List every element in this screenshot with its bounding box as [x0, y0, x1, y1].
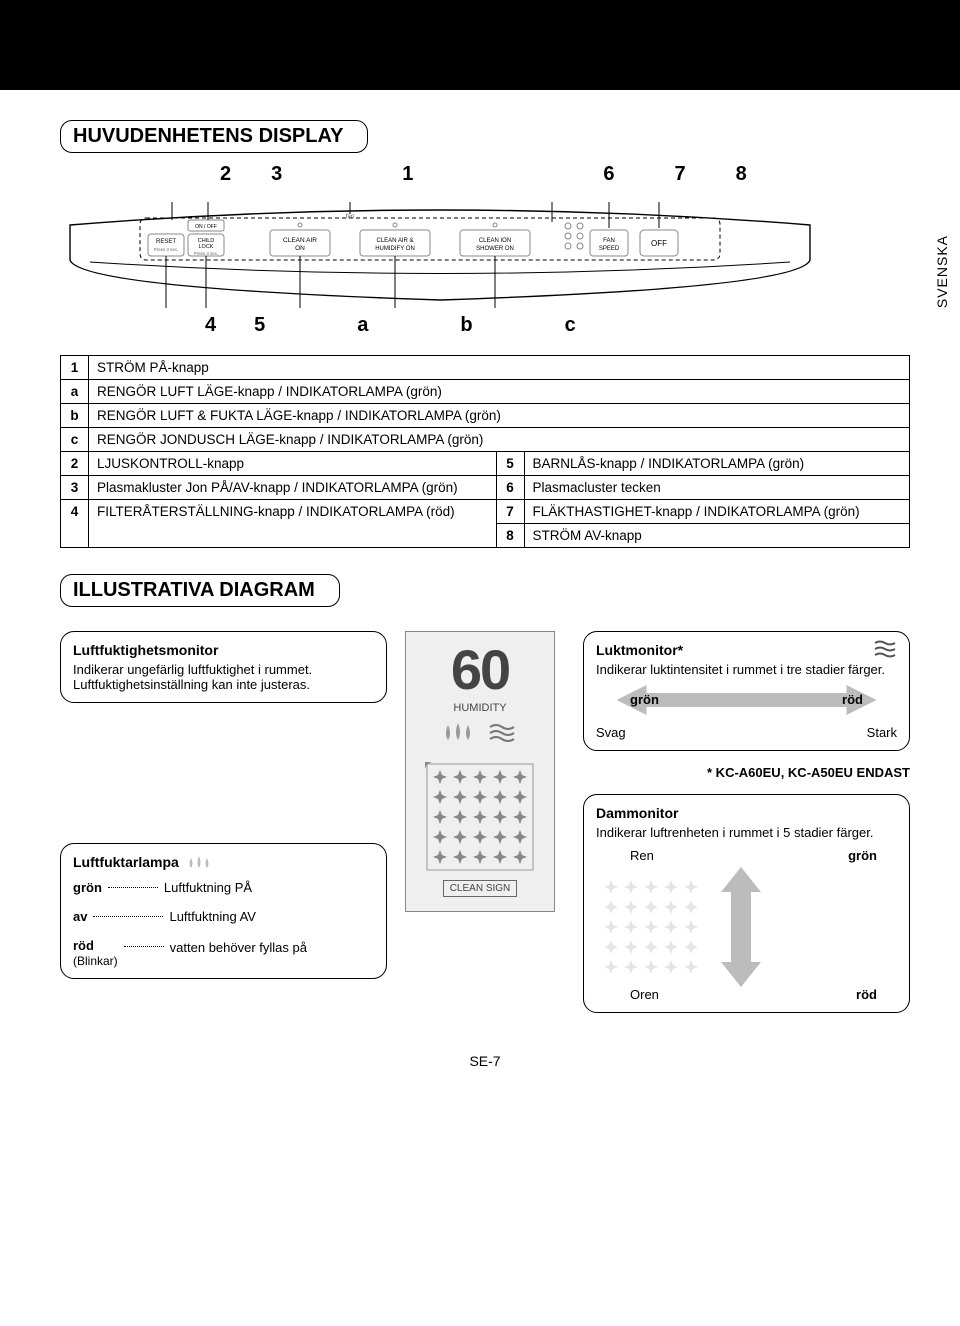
svg-text:CLEAN AIR: CLEAN AIR: [283, 237, 317, 244]
callout-3: 3: [271, 163, 282, 186]
humidity-value: 60: [451, 642, 509, 698]
language-sidebar: SVENSKA: [934, 235, 950, 308]
odor-left: grön: [630, 692, 659, 707]
section-title-display: HUVUDENHETENS DISPLAY: [60, 120, 368, 153]
clean-sign-grid: [425, 762, 535, 872]
svg-text:OFF: OFF: [651, 239, 667, 248]
dust-title: Dammonitor: [596, 805, 897, 821]
svg-text:Press 3 sec.: Press 3 sec.: [154, 247, 179, 252]
row-3: Plasmakluster Jon PÅ/AV-knapp / INDIKATO…: [89, 476, 497, 500]
humidity-label: HUMIDITY: [414, 702, 546, 714]
clean-sign-label: CLEAN SIGN: [443, 880, 518, 897]
callout-c: c: [511, 314, 576, 337]
svg-text:CLEAN ION: CLEAN ION: [479, 238, 511, 244]
wave-icon: [488, 723, 518, 743]
dust-vertical-arrow-icon: [716, 867, 766, 987]
row-b: RENGÖR LUFT & FUKTA LÄGE-knapp / INDIKAT…: [89, 404, 910, 428]
odor-monitor-box: Luktmonitor* Indikerar luktintensitet i …: [583, 631, 910, 751]
humid-lamp-title: Luftfuktarlampa: [73, 854, 179, 870]
svg-text:FAN: FAN: [603, 238, 615, 244]
row-5: BARNLÅS-knapp / INDIKATORLAMPA (grön): [524, 452, 909, 476]
lamp-green-txt: Luftfuktning PÅ: [164, 880, 252, 895]
humidity-line2: Luftfuktighetsinställning kan inte juste…: [73, 677, 374, 692]
front-display-panel: 60 HUMIDITY: [405, 631, 555, 912]
callout-8: 8: [736, 163, 747, 186]
dust-grid-icon: [596, 872, 706, 982]
lamp-red-sub: (Blinkar): [73, 954, 118, 968]
lamp-off-txt: Luftfuktning AV: [169, 909, 256, 924]
callout-7: 7: [675, 163, 686, 186]
lamp-red: röd: [73, 938, 94, 953]
drops-icon: [442, 722, 472, 744]
odor-left2: Svag: [596, 725, 626, 740]
dust-monitor-box: Dammonitor Indikerar luftrenheten i rumm…: [583, 794, 910, 1013]
row-a: RENGÖR LUFT LÄGE-knapp / INDIKATORLAMPA …: [89, 380, 910, 404]
odor-right2: Stark: [867, 725, 897, 740]
top-black-bar: [0, 0, 960, 90]
lamp-red-txt: vatten behöver fyllas på: [170, 940, 307, 955]
row-2: LJUSKONTROLL-knapp: [89, 452, 497, 476]
callout-1: 1: [402, 163, 413, 186]
callout-5: 5: [254, 314, 265, 337]
callout-2: 2: [220, 163, 231, 186]
odor-title: Luktmonitor*: [596, 642, 897, 658]
dust-line1: Indikerar luftrenheten i rummet i 5 stad…: [596, 825, 897, 840]
row-1: STRÖM PÅ-knapp: [89, 356, 910, 380]
callout-a: a: [303, 314, 368, 337]
dust-left2: Oren: [630, 987, 659, 1002]
svg-text:fan: fan: [346, 214, 354, 220]
svg-text:ON / OFF: ON / OFF: [195, 224, 217, 230]
lamp-off: av: [73, 909, 87, 924]
humid-lamp-box: Luftfuktarlampa grön Luftfuktning PÅ av Lu…: [60, 843, 387, 979]
row-6: Plasmacluster tecken: [524, 476, 909, 500]
reset-btn-label: RESET: [156, 239, 176, 245]
svg-text:SPEED: SPEED: [599, 246, 620, 252]
callout-b: b: [406, 314, 472, 337]
humidity-title: Luftfuktighetsmonitor: [73, 642, 374, 658]
svg-text:CLEAN AIR &: CLEAN AIR &: [376, 238, 413, 244]
svg-text:LOCK: LOCK: [199, 244, 214, 250]
page-number: SE-7: [60, 1053, 910, 1069]
lamp-green: grön: [73, 880, 102, 895]
row-7: FLÄKTHASTIGHET-knapp / INDIKATORLAMPA (g…: [524, 500, 909, 524]
row-c: RENGÖR JONDUSCH LÄGE-knapp / INDIKATORLA…: [89, 428, 910, 452]
svg-text:Press 3 sec.: Press 3 sec.: [194, 251, 219, 256]
dust-left: Ren: [630, 848, 654, 863]
svg-text:HUMIDIFY ON: HUMIDIFY ON: [375, 246, 415, 252]
odor-line1: Indikerar luktintensitet i rummet i tre …: [596, 662, 897, 677]
dust-right2: röd: [856, 987, 877, 1002]
row-8: STRÖM AV-knapp: [524, 524, 909, 548]
panel-svg: RESET Press 3 sec. CHILD LOCK Press 3 se…: [60, 190, 820, 310]
section-title-diagrams: ILLUSTRATIVA DIAGRAM: [60, 574, 340, 607]
callout-4: 4: [205, 314, 216, 337]
humidity-line1: Indikerar ungefärlig luftfuktighet i rum…: [73, 662, 374, 677]
legend-table: 1STRÖM PÅ-knapp aRENGÖR LUFT LÄGE-knapp …: [60, 355, 910, 548]
dust-right: grön: [848, 848, 877, 863]
control-panel-diagram: 2 3 1 6 7 8 RESET Press 3 sec. CHILD LOC…: [60, 163, 910, 337]
callout-6: 6: [603, 163, 614, 186]
humidity-monitor-box: Luftfuktighetsmonitor Indikerar ungefärl…: [60, 631, 387, 703]
drops-icon: [187, 854, 213, 874]
wave-icon: [873, 640, 899, 658]
svg-text:SHOWER ON: SHOWER ON: [476, 246, 514, 252]
asterisk-note: * KC-A60EU, KC-A50EU ENDAST: [583, 765, 910, 780]
svg-text:ON: ON: [295, 245, 305, 252]
odor-right: röd: [842, 692, 863, 707]
row-4: FILTERÅTERSTÄLLNING-knapp / INDIKATORLAM…: [89, 500, 497, 548]
